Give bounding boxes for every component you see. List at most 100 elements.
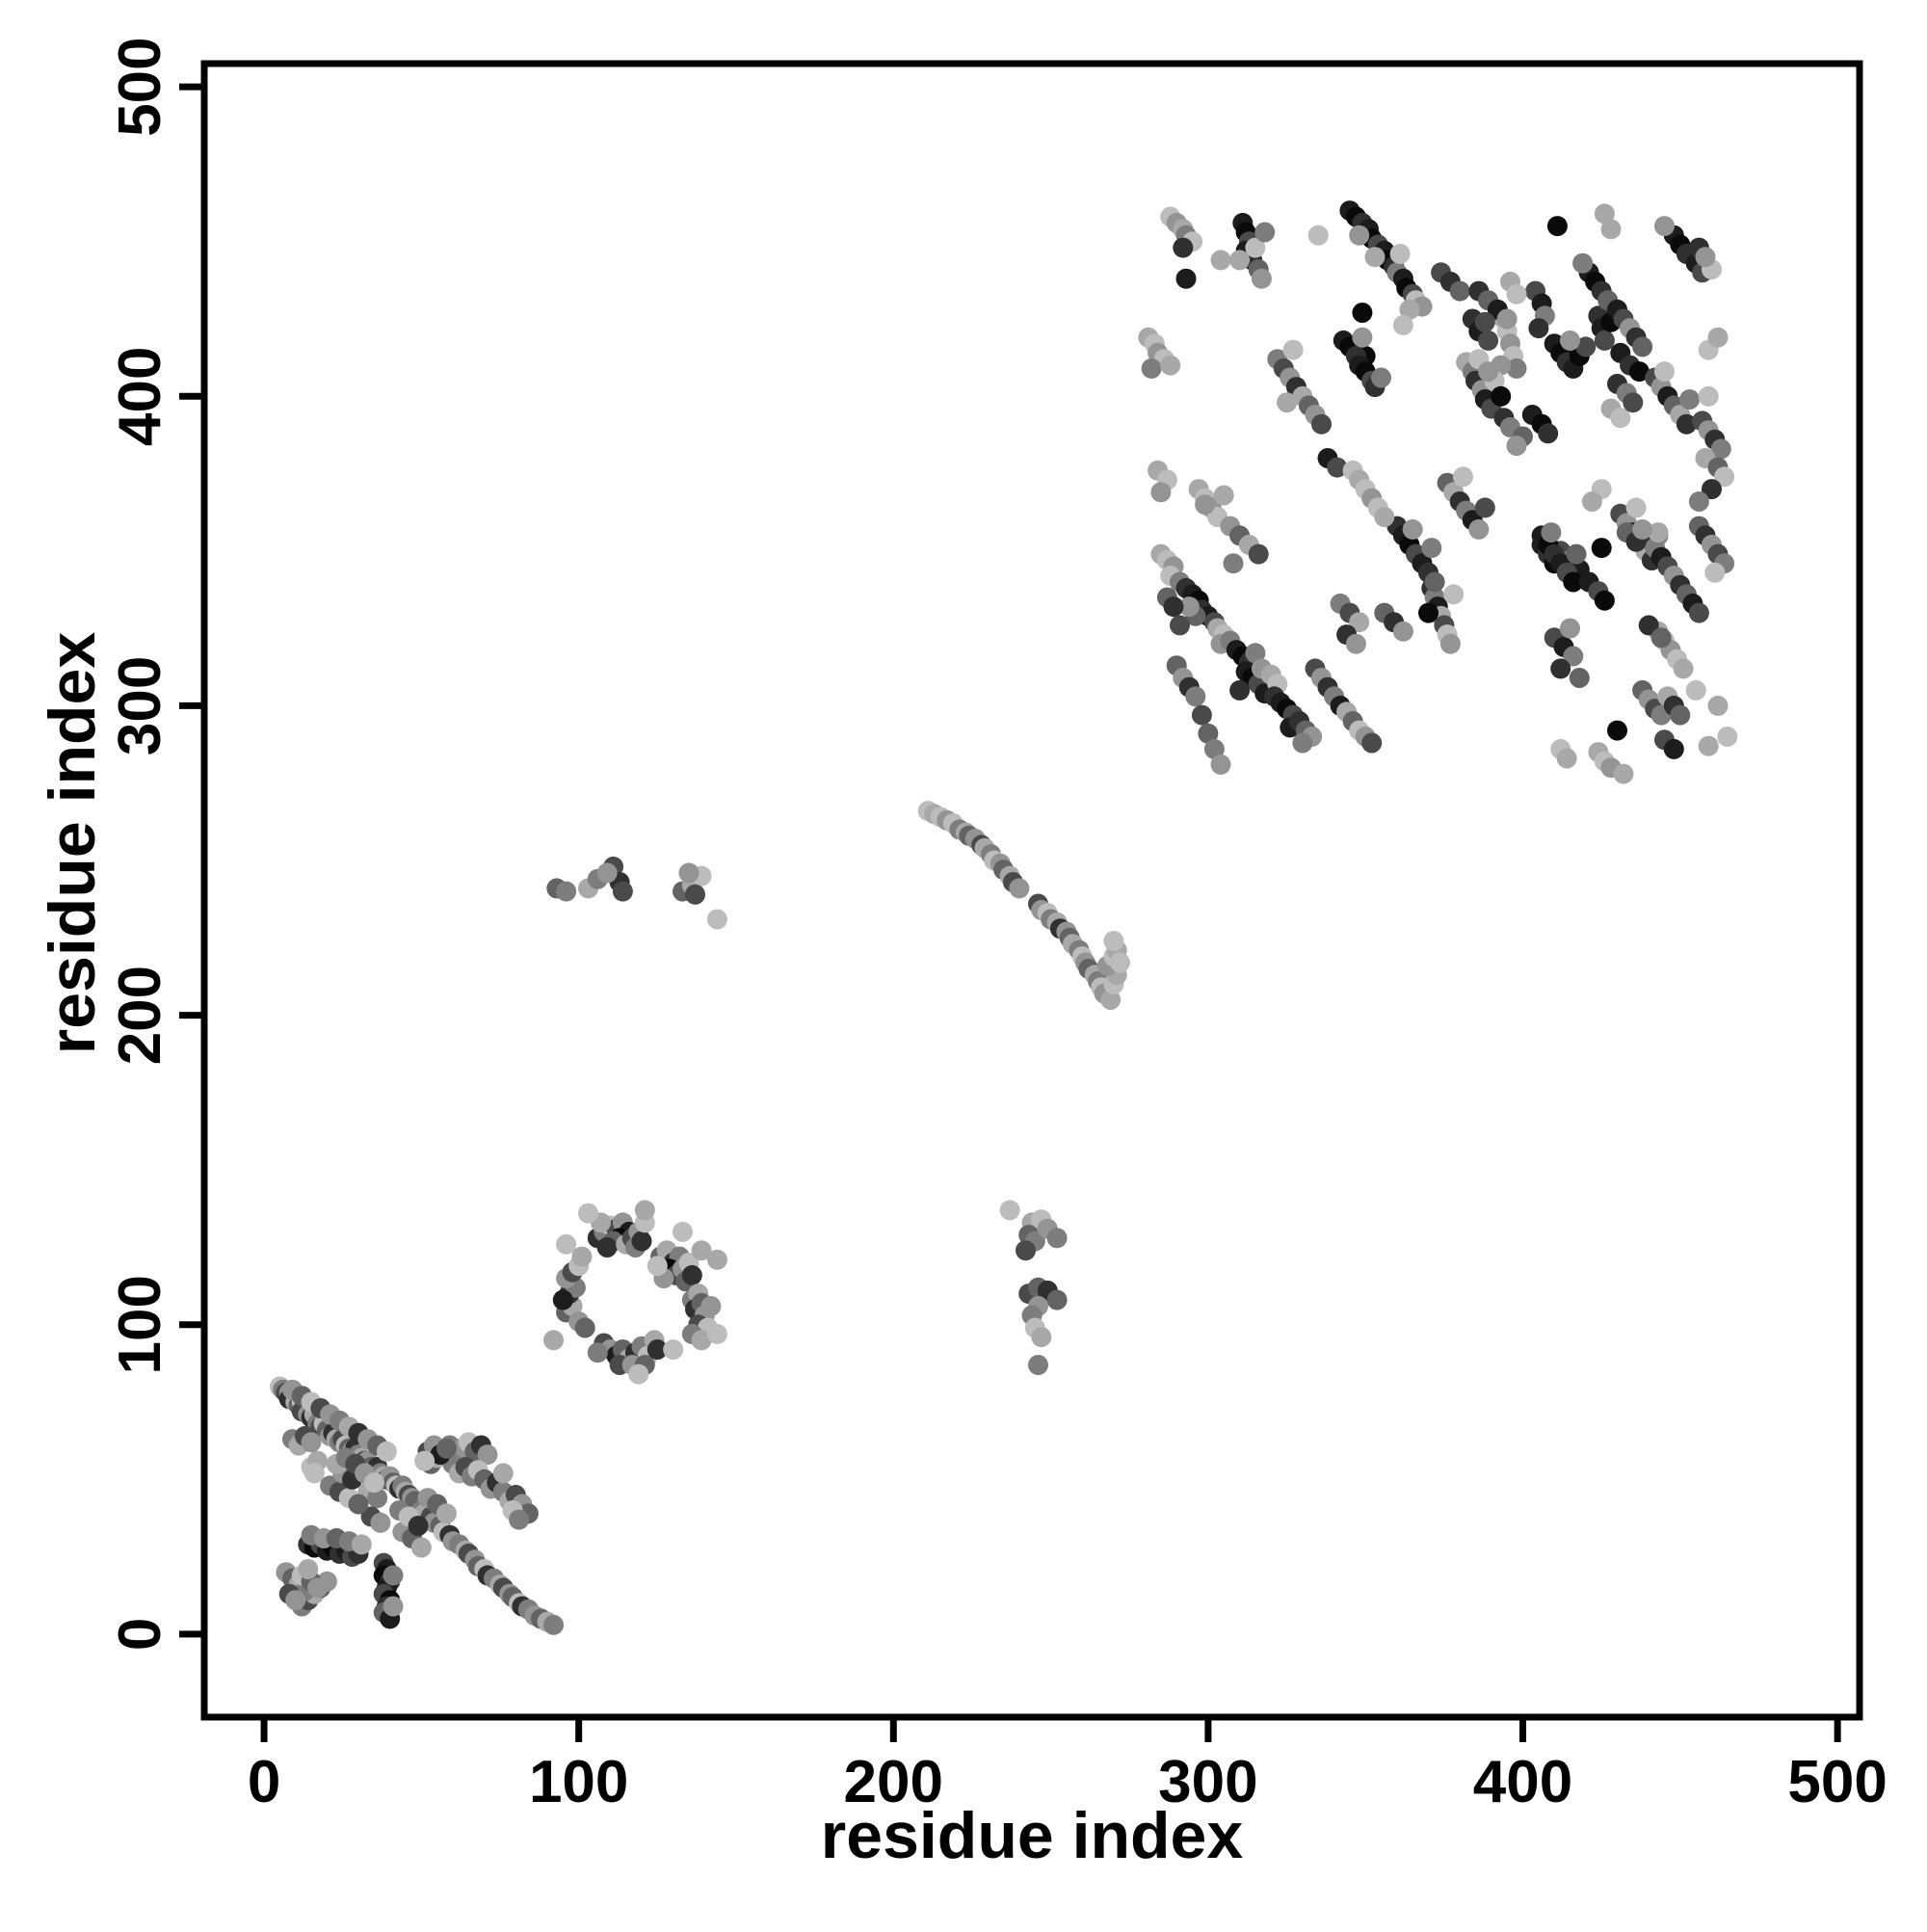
data-point [1421, 538, 1442, 559]
x-tick-label: 100 [529, 1749, 628, 1815]
data-point [706, 1249, 727, 1270]
data-point [1632, 518, 1653, 540]
data-point [1361, 732, 1383, 754]
data-point [578, 1203, 598, 1224]
data-point [1178, 596, 1200, 618]
data-point [1566, 543, 1587, 565]
data-point [436, 1503, 457, 1524]
data-point [1046, 1228, 1068, 1249]
data-point [681, 1264, 702, 1285]
data-point [1210, 250, 1231, 271]
data-point [1327, 457, 1348, 478]
data-point [1103, 931, 1124, 951]
plot-frame [200, 60, 1863, 1721]
data-point [1141, 357, 1162, 379]
data-point [1594, 590, 1615, 611]
data-point [1572, 252, 1594, 274]
data-point [647, 1256, 668, 1277]
data-point [1170, 615, 1190, 636]
data-point [1277, 392, 1298, 413]
data-point [477, 1444, 498, 1466]
data-point [1613, 763, 1634, 784]
data-point [1594, 203, 1615, 225]
x-tick-label: 0 [248, 1749, 280, 1815]
data-point [1392, 314, 1413, 335]
data-point [574, 1317, 595, 1338]
data-point [1610, 408, 1631, 429]
data-point [1229, 679, 1251, 701]
data-point [1163, 596, 1184, 618]
data-point [1031, 1327, 1052, 1348]
data-point [1581, 491, 1602, 512]
data-point [1389, 244, 1411, 264]
data-point [1110, 952, 1130, 973]
data-point [1575, 336, 1597, 357]
data-point [1676, 413, 1697, 435]
data-point [1210, 754, 1231, 775]
data-point [685, 884, 705, 905]
x-tick-label: 500 [1787, 1749, 1887, 1815]
x-tick-label: 200 [844, 1749, 943, 1815]
data-point [1223, 553, 1244, 574]
data-point [612, 881, 633, 902]
data-point [634, 1200, 655, 1221]
data-point [999, 1200, 1020, 1221]
data-point [1175, 268, 1197, 289]
data-point [1282, 339, 1304, 360]
x-axis-title: residue index [821, 1799, 1244, 1872]
data-point [628, 1363, 649, 1385]
data-point [1439, 633, 1461, 654]
data-point [1707, 327, 1729, 348]
data-point [1560, 618, 1580, 639]
data-point [370, 1512, 391, 1533]
data-point [1185, 686, 1206, 707]
data-point [367, 1488, 388, 1509]
data-point [1556, 748, 1577, 769]
data-point [1345, 633, 1366, 654]
data-point [1016, 1240, 1036, 1261]
data-point [1628, 361, 1650, 383]
y-tick-label: 400 [107, 347, 173, 446]
data-point [285, 1590, 306, 1611]
data-point [410, 1537, 432, 1558]
data-point [1173, 237, 1194, 258]
data-point [1349, 225, 1370, 246]
data-point [1160, 355, 1181, 376]
data-point [1688, 491, 1709, 512]
data-point [596, 862, 618, 884]
data-point [1248, 543, 1269, 565]
data-point [1714, 466, 1735, 488]
data-point [1670, 704, 1691, 726]
data-point [1474, 311, 1495, 332]
data-point [1198, 723, 1219, 744]
y-tick-label: 500 [107, 37, 173, 136]
data-point [1563, 571, 1584, 593]
data-point [1352, 327, 1373, 348]
data-point [1710, 438, 1731, 460]
data-point [1009, 878, 1030, 899]
data-point [556, 881, 577, 902]
data-point [1679, 389, 1701, 410]
data-point [348, 1494, 369, 1515]
data-point [1453, 466, 1473, 488]
y-axis-tick-labels: 0 100 200 300 400 500 [107, 37, 173, 1651]
x-axis-tick-labels: 0 100 200 300 400 500 [248, 1749, 1887, 1815]
data-point [492, 1463, 514, 1484]
data-point [1673, 658, 1694, 679]
data-point [1229, 250, 1251, 271]
data-point [673, 1221, 693, 1242]
data-point [700, 1296, 722, 1316]
data-point [1600, 219, 1622, 240]
points-layer [269, 200, 1738, 1635]
data-point [1528, 318, 1549, 339]
data-point [1245, 237, 1266, 258]
data-point [1443, 584, 1465, 605]
x-tick-label: 400 [1473, 1749, 1572, 1815]
data-point [691, 1330, 712, 1351]
data-point [596, 1237, 618, 1257]
data-point [1546, 216, 1568, 237]
data-point [1638, 615, 1659, 636]
data-point [1311, 413, 1332, 435]
data-point [556, 1233, 577, 1255]
